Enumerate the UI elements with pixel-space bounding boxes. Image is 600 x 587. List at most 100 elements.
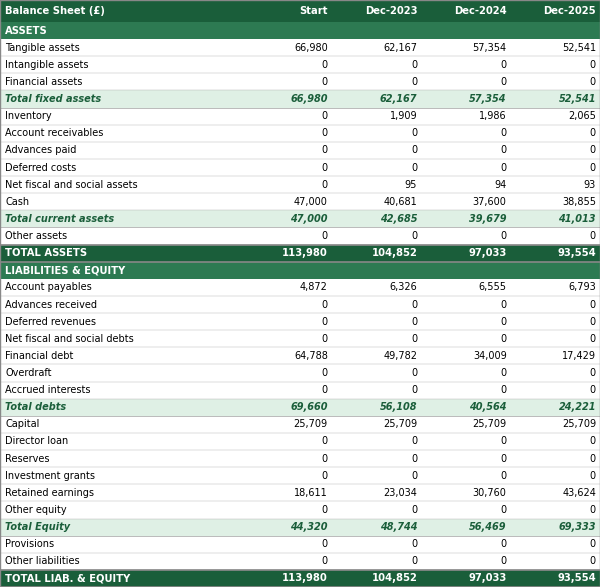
Bar (511, 107, 600, 124)
Bar (0, 73, 243, 90)
Bar (511, 262, 600, 279)
Bar (511, 210, 600, 227)
Bar (243, 365, 332, 382)
Bar (421, 210, 511, 227)
Bar (0, 22, 243, 39)
Text: 0: 0 (322, 556, 328, 566)
Bar (332, 518, 421, 535)
Bar (421, 535, 511, 553)
Bar (421, 39, 511, 56)
Bar (421, 22, 511, 39)
Text: 0: 0 (500, 539, 506, 549)
Text: Investment grants: Investment grants (5, 471, 95, 481)
Bar (511, 90, 600, 107)
Text: Net fiscal and social debts: Net fiscal and social debts (5, 334, 134, 344)
Text: 0: 0 (500, 368, 506, 378)
Bar (421, 176, 511, 193)
Bar (0, 210, 243, 227)
Text: 0: 0 (322, 146, 328, 156)
Text: 0: 0 (322, 231, 328, 241)
Text: 44,320: 44,320 (290, 522, 328, 532)
Text: 2,065: 2,065 (568, 111, 596, 121)
Text: Inventory: Inventory (5, 111, 52, 121)
Bar (243, 107, 332, 124)
Text: Account payables: Account payables (5, 282, 92, 292)
Text: Reserves: Reserves (5, 454, 49, 464)
Bar (332, 467, 421, 484)
Bar (243, 262, 332, 279)
Text: 0: 0 (590, 556, 596, 566)
Text: 6,326: 6,326 (389, 282, 417, 292)
Text: 0: 0 (322, 437, 328, 447)
Text: 0: 0 (411, 77, 417, 87)
Bar (511, 484, 600, 501)
Text: 0: 0 (411, 163, 417, 173)
Bar (0, 296, 243, 313)
Text: 0: 0 (411, 539, 417, 549)
Text: 93,554: 93,554 (557, 248, 596, 258)
Text: 41,013: 41,013 (559, 214, 596, 224)
Bar (0, 433, 243, 450)
Bar (332, 107, 421, 124)
Text: ASSETS: ASSETS (5, 26, 48, 36)
Text: Capital: Capital (5, 419, 40, 429)
Text: 0: 0 (590, 299, 596, 309)
Bar (511, 22, 600, 39)
Bar (0, 518, 243, 535)
Text: Balance Sheet (£): Balance Sheet (£) (5, 6, 105, 16)
Text: 0: 0 (590, 368, 596, 378)
Text: 0: 0 (500, 385, 506, 395)
Bar (421, 433, 511, 450)
Bar (243, 210, 332, 227)
Bar (421, 56, 511, 73)
Bar (511, 450, 600, 467)
Bar (511, 553, 600, 570)
Bar (421, 467, 511, 484)
Text: 0: 0 (411, 471, 417, 481)
Bar (421, 279, 511, 296)
Bar (243, 416, 332, 433)
Bar (243, 227, 332, 245)
Text: 56,108: 56,108 (380, 402, 417, 412)
Text: 69,333: 69,333 (559, 522, 596, 532)
Bar (421, 193, 511, 210)
Text: LIABILITIES & EQUITY: LIABILITIES & EQUITY (5, 265, 125, 275)
Bar (332, 313, 421, 330)
Bar (511, 159, 600, 176)
Bar (243, 501, 332, 518)
Text: 57,354: 57,354 (469, 94, 506, 104)
Bar (0, 176, 243, 193)
Text: 97,033: 97,033 (469, 248, 506, 258)
Text: 95: 95 (405, 180, 417, 190)
Text: 1,986: 1,986 (479, 111, 506, 121)
Text: 0: 0 (411, 146, 417, 156)
Text: 0: 0 (411, 454, 417, 464)
Bar (332, 330, 421, 348)
Text: Dec-2025: Dec-2025 (544, 6, 596, 16)
Bar (243, 90, 332, 107)
Bar (332, 56, 421, 73)
Text: 0: 0 (411, 437, 417, 447)
Bar (511, 39, 600, 56)
Bar (511, 142, 600, 159)
Bar (332, 39, 421, 56)
Bar (332, 296, 421, 313)
Bar (511, 433, 600, 450)
Text: Tangible assets: Tangible assets (5, 43, 80, 53)
Bar (0, 262, 243, 279)
Bar (332, 193, 421, 210)
Text: 0: 0 (500, 316, 506, 326)
Bar (421, 330, 511, 348)
Bar (243, 382, 332, 399)
Text: 24,221: 24,221 (559, 402, 596, 412)
Text: Total Equity: Total Equity (5, 522, 70, 532)
Text: 0: 0 (590, 129, 596, 139)
Text: 0: 0 (590, 146, 596, 156)
Text: Net fiscal and social assets: Net fiscal and social assets (5, 180, 137, 190)
Bar (332, 382, 421, 399)
Bar (243, 39, 332, 56)
Text: 0: 0 (500, 146, 506, 156)
Bar (332, 210, 421, 227)
Text: 0: 0 (322, 163, 328, 173)
Bar (421, 142, 511, 159)
